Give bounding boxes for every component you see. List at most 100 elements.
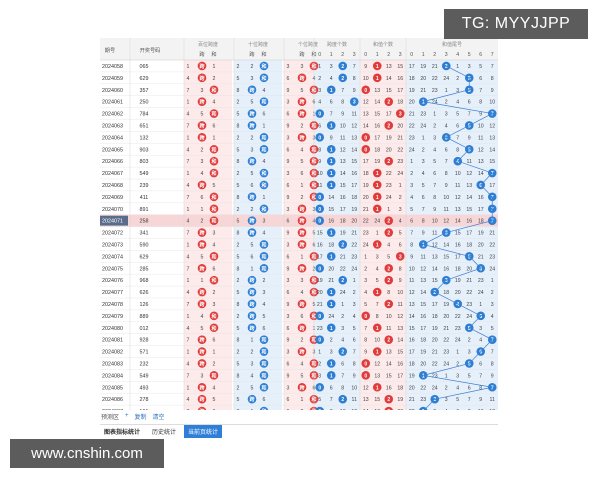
pair-miss-value: 3 xyxy=(263,219,266,225)
pair-left-miss: 4 xyxy=(187,219,190,225)
digit-miss-value: 8 xyxy=(353,76,356,82)
tab-history-stats[interactable]: 历史统计 xyxy=(152,429,177,436)
row-issue: 2024066 xyxy=(102,159,123,165)
digit-ball-label: 1 xyxy=(376,195,379,201)
digit-miss-value: 20 xyxy=(386,147,392,153)
digit-miss-value: 3 xyxy=(445,397,448,403)
digit-ball xyxy=(384,121,394,130)
digit-miss-value: 20 xyxy=(397,409,403,410)
digit-miss-value: 3 xyxy=(456,88,459,94)
digit-ball-label: 6 xyxy=(479,183,482,189)
tab-chart-stats[interactable]: 图表指标统计 xyxy=(104,429,141,436)
digit-miss-value: 20 xyxy=(397,123,403,129)
pair-ball-label: 和 xyxy=(310,372,316,379)
digit-miss-value: 21 xyxy=(466,278,472,284)
digit-ball xyxy=(372,180,382,190)
pair-ball-label: 和 xyxy=(260,241,266,248)
digit-miss-value: 1 xyxy=(318,64,321,70)
row-issue: 2024071 xyxy=(102,219,123,225)
digit-ball-label: 1 xyxy=(376,242,379,248)
digit-miss-value: 15 xyxy=(489,159,495,165)
pair-ball-label: 和 xyxy=(310,194,316,201)
digit-miss-value: 10 xyxy=(386,314,392,320)
digit-miss-value: 1 xyxy=(491,278,494,284)
pair-miss-value: 2 xyxy=(213,290,216,296)
row-issue: 2024073 xyxy=(102,242,123,248)
pair-ball-label: 跨 xyxy=(249,122,255,129)
tab-current-page-stats[interactable]: 当前页统计 xyxy=(184,424,223,438)
digit-miss-value: 15 xyxy=(317,231,323,237)
pair-ball xyxy=(247,228,257,237)
digit-miss-value: 7 xyxy=(341,373,344,379)
digit-miss-value: 17 xyxy=(466,231,472,237)
pair-ball-label: 跨 xyxy=(249,218,255,225)
clear-button[interactable]: 清空 xyxy=(152,414,165,421)
digit-miss-value: 19 xyxy=(340,231,346,237)
copy-button[interactable]: 复制 xyxy=(134,414,147,421)
pair-ball-label: 和 xyxy=(310,63,316,70)
digit-miss-value: 7 xyxy=(330,112,333,118)
digit-miss-value: 1 xyxy=(422,135,425,141)
digit-miss-value: 22 xyxy=(489,242,495,248)
digit-miss-value: 2 xyxy=(330,338,333,344)
pair-ball xyxy=(297,240,307,249)
digit-ball-label: 6 xyxy=(479,266,482,272)
header-digit-11: 3 xyxy=(445,52,448,58)
digit-miss-value: 24 xyxy=(443,76,449,82)
digit-miss-value: 1 xyxy=(433,112,436,118)
row-issue: 2024074 xyxy=(102,254,123,260)
pair-miss-value: 1 xyxy=(251,266,254,272)
digit-miss-value: 21 xyxy=(328,278,334,284)
add-icon[interactable]: + xyxy=(125,413,129,419)
digit-ball xyxy=(349,97,359,106)
digit-miss-value: 9 xyxy=(353,88,356,94)
pair-left-miss: 3 xyxy=(287,385,290,391)
pair-ball-label: 跨 xyxy=(299,134,305,141)
pair-left-miss: 7 xyxy=(187,88,190,94)
digit-miss-value: 15 xyxy=(374,397,380,403)
digit-miss-value: 12 xyxy=(432,242,438,248)
selected-issue-chip[interactable] xyxy=(100,215,128,226)
pair-left-miss: 7 xyxy=(187,373,190,379)
pair-left-miss: 4 xyxy=(187,397,190,403)
pair-ball-label: 跨 xyxy=(299,99,305,106)
digit-ball xyxy=(395,109,405,118)
digit-miss-value: 11 xyxy=(352,397,357,403)
digit-miss-value: 17 xyxy=(363,159,369,165)
digit-ball-label: 1 xyxy=(376,76,379,82)
pair-left-miss: 8 xyxy=(237,338,240,344)
pair-ball xyxy=(209,216,219,225)
pair-ball-label: 跨 xyxy=(249,301,255,308)
pair-miss-value: 4 xyxy=(251,373,254,379)
pair-ball xyxy=(247,109,257,118)
pair-ball-label: 和 xyxy=(260,182,266,189)
digit-miss-value: 24 xyxy=(455,338,461,344)
digit-miss-value: 19 xyxy=(317,278,323,284)
digit-ball-label: 2 xyxy=(341,242,344,248)
digit-ball-label: 2 xyxy=(387,231,390,237)
digit-miss-value: 8 xyxy=(364,338,367,344)
pair-ball xyxy=(209,85,219,95)
digit-ball-label: 0 xyxy=(318,112,321,118)
pair-ball-label: 和 xyxy=(210,111,216,118)
digit-miss-value: 15 xyxy=(455,231,461,237)
pair-miss-value: 6 xyxy=(263,112,266,118)
pair-left-miss: 5 xyxy=(237,290,240,296)
pair-miss-value: 3 xyxy=(301,278,304,284)
pair-ball-label: 跨 xyxy=(199,349,205,356)
digit-ball-label: 2 xyxy=(433,397,436,403)
pair-left-miss: 9 xyxy=(287,302,290,308)
digit-ball-label: 1 xyxy=(422,100,425,106)
digit-miss-value: 4 xyxy=(410,195,413,201)
row-issue: 2024076 xyxy=(102,278,123,284)
pair-ball-label: 和 xyxy=(260,134,266,141)
digit-miss-value: 2 xyxy=(422,147,425,153)
digit-miss-value: 17 xyxy=(340,207,346,213)
digit-miss-value: 2 xyxy=(399,195,402,201)
digit-ball-label: 0 xyxy=(364,135,367,141)
digit-miss-value: 1 xyxy=(456,350,459,356)
pair-ball-label: 跨 xyxy=(199,63,205,70)
row-issue: 2024068 xyxy=(102,183,123,189)
digit-miss-value: 14 xyxy=(386,76,392,82)
digit-miss-value: 2 xyxy=(410,171,413,177)
